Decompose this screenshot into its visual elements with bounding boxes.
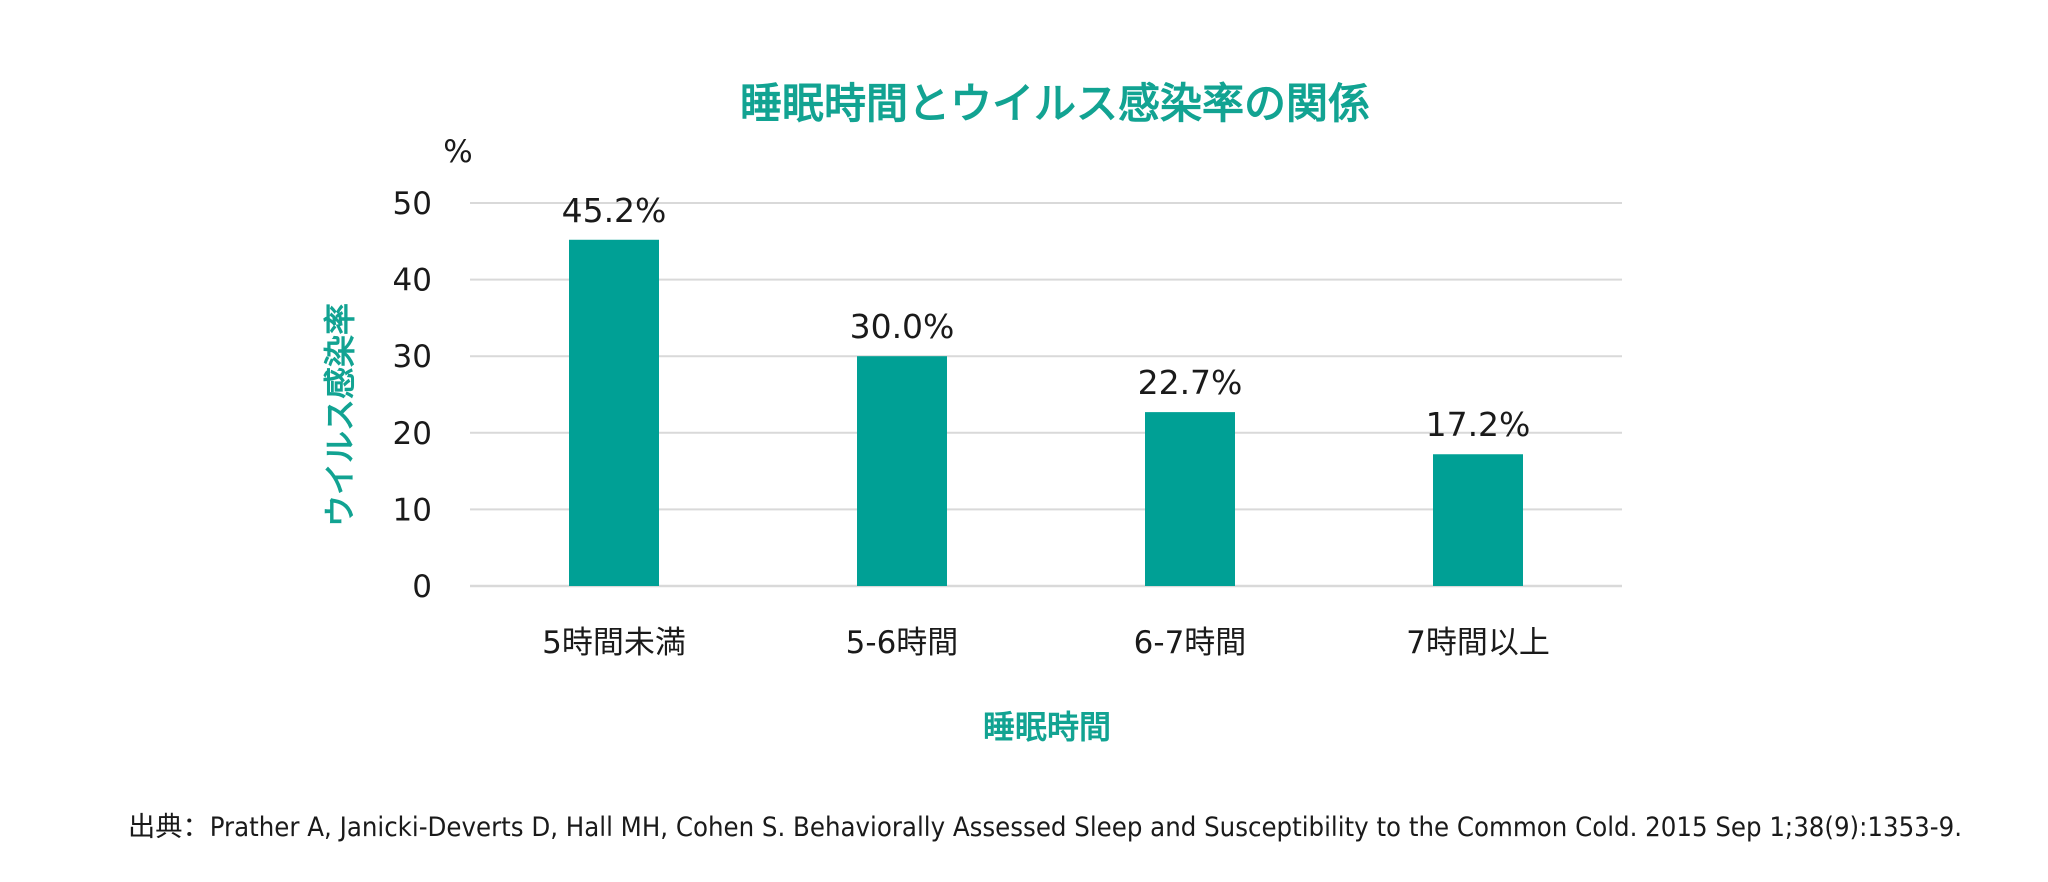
bars — [569, 239, 1523, 586]
gridlines — [470, 202, 1622, 588]
bar — [857, 356, 947, 586]
y-tick-label: 20 — [393, 416, 432, 452]
bar — [1433, 454, 1523, 586]
y-axis-ticks: 0 10 20 30 40 50 — [393, 186, 432, 605]
bar — [569, 239, 659, 586]
x-tick-label: 7時間以上 — [1406, 625, 1550, 661]
x-tick-label: 5-6時間 — [846, 625, 959, 661]
x-axis-categories: 5時間未満 5-6時間 6-7時間 7時間以上 — [542, 625, 1550, 661]
y-tick-label: 30 — [393, 339, 432, 375]
y-tick-label: 50 — [393, 186, 432, 222]
source-citation: 出典：Prather A, Janicki-Deverts D, Hall MH… — [128, 812, 1962, 843]
y-axis-unit: % — [443, 134, 472, 170]
y-tick-label: 40 — [393, 263, 432, 299]
chart-title: 睡眠時間とウイルス感染率の関係 — [740, 79, 1370, 128]
y-axis-title: ウイルス感染率 — [321, 303, 359, 527]
data-labels: 45.2% 30.0% 22.7% 17.2% — [562, 191, 1531, 444]
y-tick-label: 10 — [393, 492, 432, 528]
data-label: 22.7% — [1138, 363, 1243, 402]
x-tick-label: 6-7時間 — [1134, 625, 1247, 661]
x-tick-label: 5時間未満 — [542, 625, 686, 661]
y-tick-label: 0 — [412, 569, 432, 605]
data-label: 45.2% — [562, 191, 667, 230]
bar — [1145, 412, 1235, 586]
data-label: 30.0% — [850, 307, 955, 346]
data-label: 17.2% — [1426, 405, 1531, 444]
x-axis-title: 睡眠時間 — [983, 708, 1111, 746]
